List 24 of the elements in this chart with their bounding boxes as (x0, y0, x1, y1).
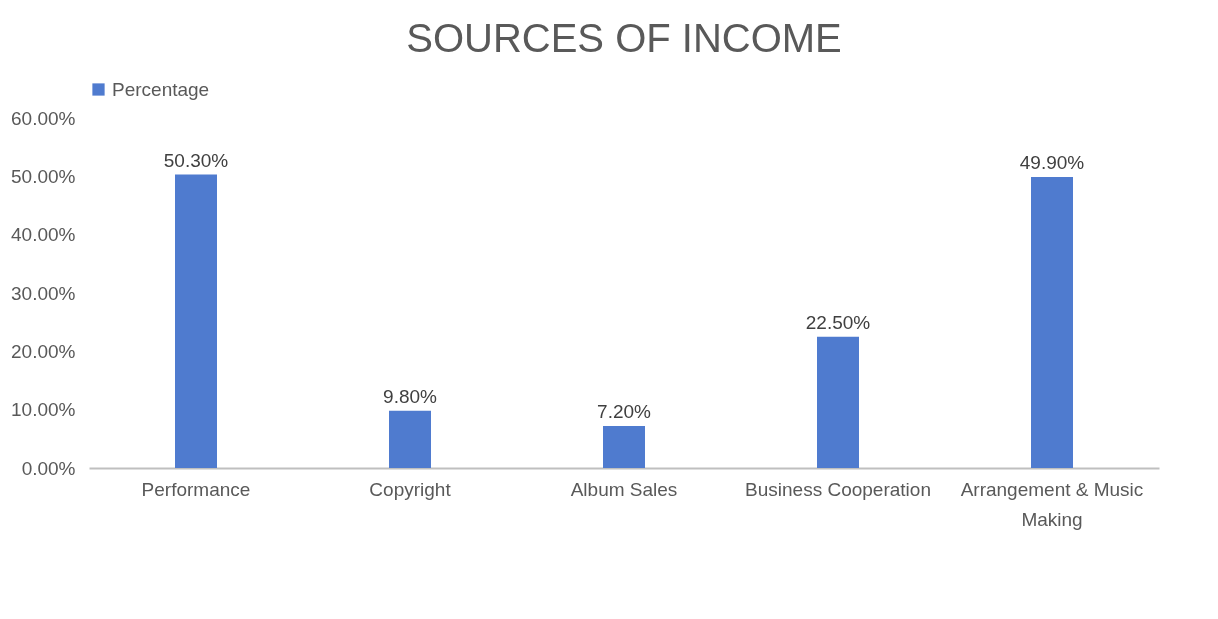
x-tick-label: Copyright (369, 478, 452, 500)
bar (1031, 176, 1073, 468)
x-tick-label: Arrangement & Music Making (960, 478, 1144, 530)
y-tick-label: 50.00% (11, 165, 76, 187)
y-tick-label: 40.00% (11, 224, 76, 246)
y-tick-label: 30.00% (11, 282, 76, 304)
data-label: 7.20% (597, 401, 652, 422)
data-label: 49.90% (1019, 151, 1085, 173)
y-tick-label: 60.00% (11, 107, 76, 129)
x-tick-label: Album Sales (570, 478, 678, 500)
chart-title: SOURCES OF INCOME (406, 16, 842, 60)
bar (175, 174, 217, 468)
x-tick-label: Performance (141, 478, 251, 500)
data-label: 50.30% (163, 149, 229, 171)
y-tick-label: 10.00% (11, 399, 76, 421)
bar (389, 410, 431, 468)
legend-label: Percentage (112, 78, 210, 100)
data-label: 22.50% (805, 311, 871, 333)
y-tick-label: 20.00% (11, 340, 76, 362)
bar (603, 426, 645, 468)
bar (817, 336, 859, 468)
x-tick-label: Business Cooperation (745, 478, 931, 500)
data-label: 9.80% (383, 385, 438, 407)
y-tick-label: 0.00% (21, 457, 76, 479)
